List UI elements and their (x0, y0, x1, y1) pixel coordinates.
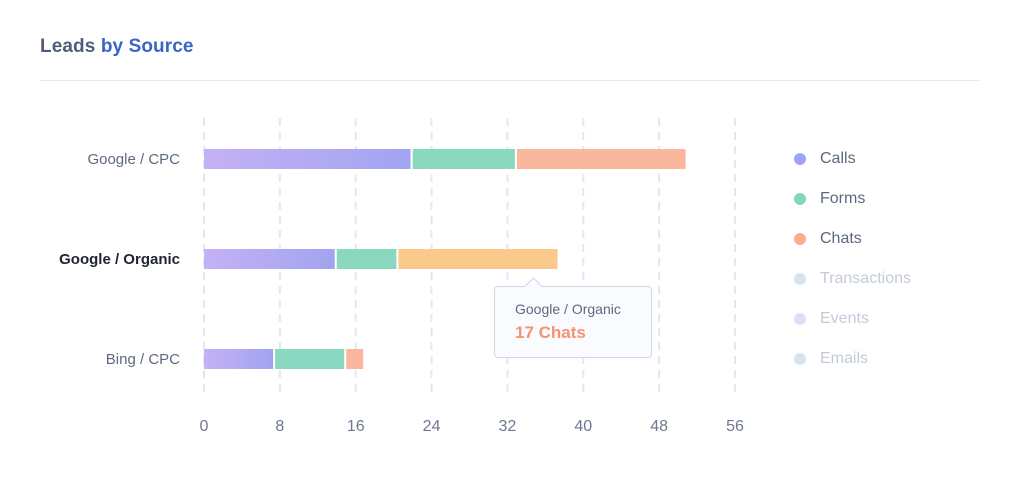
x-tick-label-16: 16 (347, 418, 365, 435)
legend-label: Emails (820, 350, 869, 367)
bar-google-cpc-calls[interactable] (204, 149, 411, 169)
legend-dot-icon (794, 153, 806, 165)
chart-title: Leads by Source (40, 36, 194, 58)
bar-bing-cpc-calls[interactable] (204, 349, 274, 369)
bar-google-cpc-forms[interactable] (412, 149, 515, 169)
legend-item-events[interactable]: Events (794, 299, 911, 339)
x-axis-ticks: 0 8 16 24 32 40 48 56 (200, 418, 744, 435)
legend: Calls Forms Chats Transactions Events Emails (794, 139, 911, 379)
bars (204, 149, 686, 369)
legend-dot-icon (794, 193, 806, 205)
legend-dot-icon (794, 233, 806, 245)
legend-item-calls[interactable]: Calls (794, 139, 911, 179)
x-tick-label-40: 40 (574, 418, 592, 435)
chart-title-part2: by Source (100, 36, 194, 57)
legend-label: Forms (820, 190, 866, 207)
bar-bing-cpc-chats[interactable] (346, 349, 364, 369)
legend-item-forms[interactable]: Forms (794, 179, 911, 219)
bar-google-organic-calls[interactable] (204, 249, 335, 269)
chart-tooltip: Google / Organic 17 Chats (494, 286, 652, 358)
bar-google-organic-chats[interactable] (398, 249, 558, 269)
header-divider (40, 80, 980, 81)
bar-bing-cpc-forms[interactable] (275, 349, 345, 369)
tooltip-label: Google / Organic (515, 301, 621, 317)
legend-item-transactions[interactable]: Transactions (794, 259, 911, 299)
x-tick-label-48: 48 (650, 418, 668, 435)
x-tick-label-0: 0 (200, 418, 209, 435)
category-label-google-organic: Google / Organic (59, 251, 180, 268)
category-labels: Google / CPC Google / Organic Bing / CPC (59, 151, 180, 368)
chart-title-part1: Leads (40, 36, 96, 57)
legend-dot-icon (794, 273, 806, 285)
category-label-google-cpc: Google / CPC (87, 151, 180, 168)
legend-item-chats[interactable]: Chats (794, 219, 911, 259)
legend-label: Chats (820, 230, 862, 247)
legend-item-emails[interactable]: Emails (794, 339, 911, 379)
legend-dot-icon (794, 353, 806, 365)
x-tick-label-32: 32 (499, 418, 517, 435)
x-tick-label-56: 56 (726, 418, 744, 435)
legend-label: Events (820, 310, 869, 327)
bar-google-cpc-chats[interactable] (516, 149, 686, 169)
category-label-bing-cpc: Bing / CPC (106, 351, 180, 368)
legend-label: Transactions (820, 270, 911, 287)
tooltip-value: 17 Chats (515, 323, 586, 342)
legend-dot-icon (794, 313, 806, 325)
bar-google-organic-forms[interactable] (336, 249, 397, 269)
legend-label: Calls (820, 150, 856, 167)
x-tick-label-8: 8 (275, 418, 284, 435)
x-tick-label-24: 24 (423, 418, 441, 435)
